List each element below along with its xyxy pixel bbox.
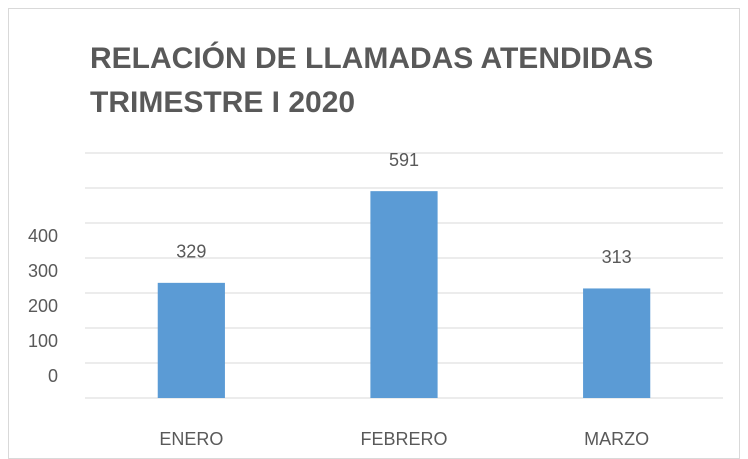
bar: [370, 191, 438, 398]
chart-title: RELACIÓN DE LLAMADAS ATENDIDAS: [90, 41, 653, 75]
value-label: 329: [176, 242, 206, 262]
y-tick-label: 200: [28, 296, 58, 316]
value-label: 591: [389, 150, 419, 170]
x-tick-label: MARZO: [584, 429, 649, 449]
x-tick-label: ENERO: [159, 429, 223, 449]
bar: [583, 288, 651, 398]
value-label: 313: [602, 247, 632, 267]
y-tick-label: 0: [48, 366, 58, 386]
bar: [157, 282, 225, 398]
y-tick-label: 100: [28, 331, 58, 351]
y-tick-label: 300: [28, 261, 58, 281]
y-tick-label: 400: [28, 226, 58, 246]
chart-title: TRIMESTRE I 2020: [90, 86, 355, 119]
x-tick-label: FEBRERO: [360, 429, 447, 449]
